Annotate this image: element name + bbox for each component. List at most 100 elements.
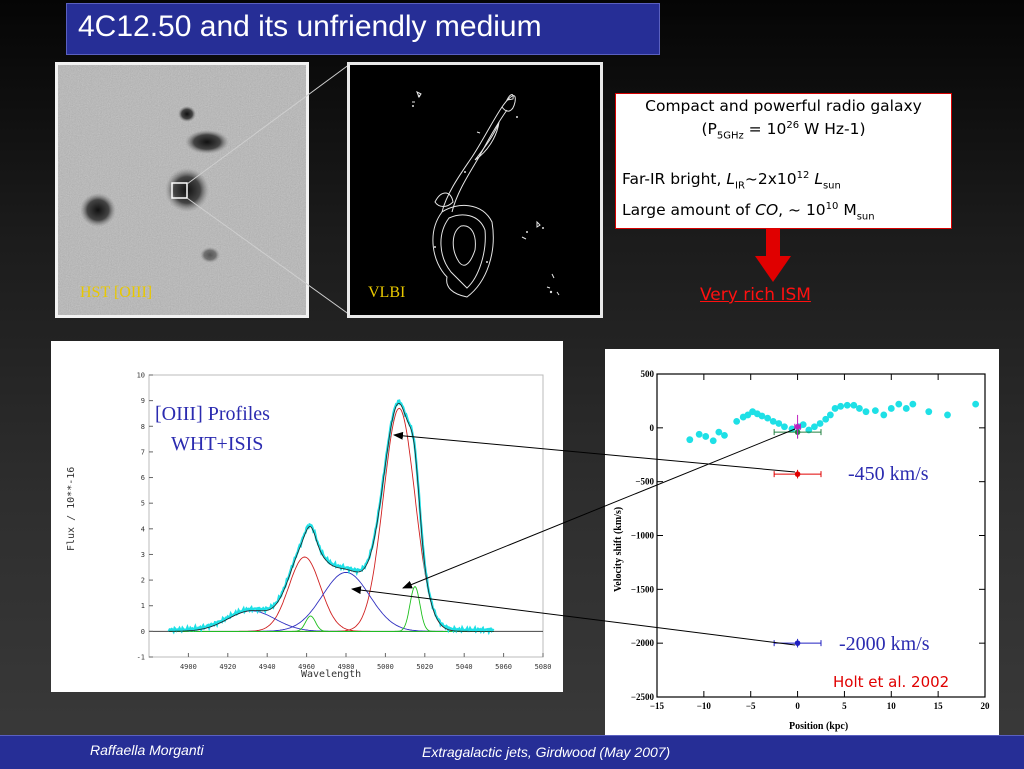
velocity-label-450: -450 km/s [848,463,929,485]
velocity-point [764,414,771,422]
vel-x-tick-label: 20 [981,701,991,711]
velocity-point [758,412,766,420]
vel-x-axis-label: Position (kpc) [789,721,849,732]
y-tick-label: -1 [137,654,145,662]
y-tick-label: 4 [141,525,145,533]
y-tick-label: 7 [141,448,145,456]
component-point-blue [794,640,801,646]
velocity-point [769,417,777,425]
hst-label: HST [OIII] [80,284,153,301]
info-box: Compact and powerful radio galaxy (P5GHz… [615,93,952,229]
x-tick-label: 4980 [338,663,355,671]
velocity-point [775,420,783,427]
velocity-point [850,401,858,409]
velocity-point [721,431,728,439]
velocity-point [816,420,824,427]
footer-event: Extragalactic jets, Girdwood (May 2007) [422,744,671,760]
oiii-profile-chart: 4900 4920 4940 4960 4980 5000 5020 5040 5060 5080… [137,372,552,672]
x-tick-label: 5020 [416,663,433,671]
citation: Holt et al. 2002 [833,673,950,691]
velocity-shift-chart: −15 −10 −5 0 5 10 15 20 500 0 −500 −1000 −1500 −2000 −… [631,369,991,711]
velocity-point [822,415,830,423]
footer-author: Raffaella Morganti [90,742,204,758]
velocity-point [880,411,888,419]
x-tick-label: 4940 [259,663,276,671]
footer-bar [0,735,1024,769]
velocity-point [733,417,741,425]
y-tick-label: 3 [141,551,145,559]
x-tick-label: 4920 [219,663,236,671]
very-rich-ism-link[interactable]: Very rich ISM [700,285,811,305]
velocity-point [715,428,723,436]
total-fit [168,402,494,632]
info-line-co: Large amount of CO, ~ 1010 Msun [622,200,875,222]
velocity-point [925,408,933,416]
x-tick-label: 5000 [377,663,394,671]
velocity-point [826,411,834,419]
vlbi-label: VLBI [368,284,406,301]
velocity-point [887,405,895,412]
info-line-far-ir: Far-IR bright, LIR~2x1012 Lsun [622,170,841,192]
chart-title: [OIII] Profiles [155,403,270,425]
velocity-point [686,436,694,444]
y-tick-label: 5 [141,500,145,508]
y-tick-label: 8 [141,423,145,431]
info-line-radio-galaxy: Compact and powerful radio galaxy [645,97,922,115]
vel-y-tick-label: −500 [635,477,654,487]
x-tick-label: 5080 [535,663,552,671]
velocity-point [709,437,717,445]
vel-x-tick-label: −15 [650,701,665,711]
velocity-point [895,400,903,408]
info-line-power: (P5GHz = 1026 W Hz-1) [701,120,866,142]
vel-x-tick-label: 15 [934,701,944,711]
y-tick-label: 6 [141,474,145,482]
x-tick-label: 4960 [298,663,315,671]
vel-x-tick-label: 0 [795,701,800,711]
velocity-point [831,405,839,412]
velocity-point [972,400,980,408]
velocity-panel: −15 −10 −5 0 5 10 15 20 500 0 −500 −1000 −1500 −2000 −… [605,349,999,743]
velocity-point [909,400,917,408]
y-tick-label: 9 [141,397,145,405]
vlbi-image: VLBI [347,62,603,318]
y-tick-label: 10 [137,372,145,380]
slide-title: 4C12.50 and its unfriendly medium [78,10,542,43]
vel-y-tick-label: 0 [650,423,655,433]
fit-component-green [168,585,494,632]
down-arrow-icon [755,228,791,282]
y-tick-label: 1 [141,602,145,610]
velocity-point [702,433,710,440]
velocity-point [871,407,879,415]
vel-x-tick-label: −10 [697,701,712,711]
velocity-label-2000: -2000 km/s [839,633,930,655]
x-tick-label: 5040 [456,663,473,671]
velocity-point [837,402,845,410]
velocity-point [944,411,951,419]
vel-y-tick-label: −1500 [631,584,655,594]
vel-x-tick-label: 5 [842,701,847,711]
vel-x-tick-label: −5 [746,701,756,711]
chart-subtitle: WHT+ISIS [171,433,264,455]
velocity-point [799,421,807,429]
velocity-point [811,423,818,431]
component-point-red [794,471,801,477]
vel-y-tick-label: −2000 [631,638,655,648]
velocity-point [862,408,870,416]
observed-spectrum [167,399,495,636]
component-point-magenta [794,423,801,430]
velocity-point [856,405,863,412]
velocity-point [781,423,788,431]
spectrum-panel: 4900 4920 4940 4960 4980 5000 5020 5040 5060 5080… [51,341,563,692]
y-tick-label: 2 [141,577,145,585]
vel-x-tick-label: 10 [887,701,897,711]
x-tick-label: 5060 [495,663,512,671]
vel-y-tick-label: −2500 [631,692,655,702]
vel-y-tick-label: 500 [641,369,655,379]
velocity-point [902,405,910,412]
hst-image: HST [OIII] [55,62,309,318]
velocity-point [695,430,703,438]
title-bar [66,3,660,55]
velocity-point [843,401,851,409]
